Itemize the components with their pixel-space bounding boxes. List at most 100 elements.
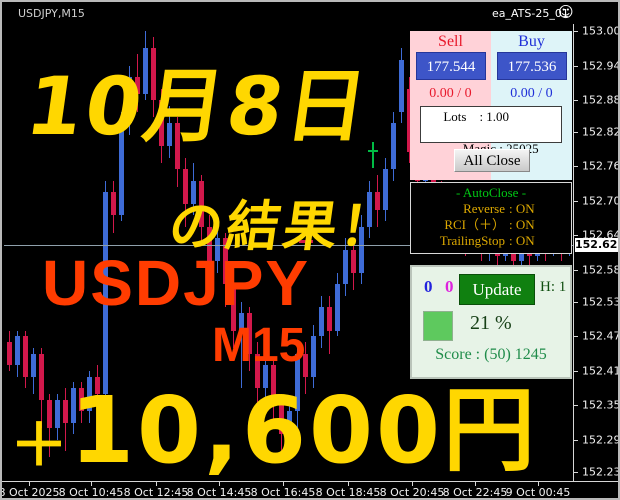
price-tick-label: 152.470 [582,329,620,343]
price-tick-label: 152.940 [582,59,620,73]
price-tick-label: 152.880 [582,93,620,107]
candle-body [47,400,52,428]
autoclose-label: RCI（＋） [444,217,505,232]
price-tick [574,302,578,303]
price-tick [574,31,578,32]
candle-body [31,354,36,377]
price-tick-label: 152.410 [582,364,620,378]
lots-line: Lots : 1.00 [443,109,510,124]
time-tick-label: 8 Oct 10:45 [58,486,124,499]
current-price-tag: 152.628 [575,238,618,252]
update-button[interactable]: Update [459,274,535,305]
autoclose-row-reverse: Reverse : ON [411,201,571,217]
price-tick [574,235,578,236]
price-tick [574,371,578,372]
autoclose-value: : ON [509,201,535,216]
price-tick-label: 152.765 [582,159,620,173]
price-tick-label: 152.585 [582,263,620,277]
time-tick [219,482,220,486]
candle-body [239,313,244,331]
candle-body [103,192,108,394]
bid-price-line [4,245,573,246]
time-axis-line [2,481,618,482]
candle-body [167,123,172,146]
candle-body [95,377,100,394]
autoclose-value: : ON [509,217,535,232]
candle-body [143,48,148,94]
time-tick-label: 8 Oct 20:45 [379,486,445,499]
price-tick-label: 152.235 [582,465,620,479]
price-tick [574,405,578,406]
candle-body [207,227,212,261]
time-tick [412,482,413,486]
sell-stats: 0.00 / 0 [429,86,472,101]
candle-body [327,307,332,331]
candle-body [335,284,340,331]
ea-name-label: ea_ATS-25_01 [492,7,569,20]
candle-body [111,192,116,215]
price-tick-label: 152.530 [582,295,620,309]
candle-body [15,336,20,365]
autoclose-label: TrailingStop [439,233,505,248]
candle-body [79,388,84,411]
time-tick [348,482,349,486]
trade-entry-cross-icon [372,142,374,168]
candle-body [287,411,292,434]
buy-label: Buy [518,33,545,50]
count-blue: 0 [424,277,433,296]
candle-body [391,123,396,169]
candle-body [135,77,140,94]
time-tick [538,482,539,486]
candle-body [271,365,276,405]
candle-body [279,405,284,434]
price-tick [574,166,578,167]
candle-body [191,181,196,204]
candle-body [255,354,260,388]
buy-price-button[interactable]: 177.536 [497,52,567,80]
candle-body [71,388,76,423]
price-tick [574,270,578,271]
time-tick-label: 8 Oct 18:45 [315,486,381,499]
candle-body [231,284,236,331]
sell-label: Sell [438,33,463,50]
candle-body [295,354,300,411]
autoclose-panel: - AutoClose - Reverse : ON RCI（＋） : ON T… [410,182,572,254]
candle-body [39,354,44,400]
candle-body [303,354,308,377]
time-tick [475,482,476,486]
sell-price-button[interactable]: 177.544 [416,52,486,80]
candle-body [351,250,356,273]
candle-body [367,192,372,227]
price-tick-label: 152.825 [582,125,620,139]
lots-magic-box: Lots : 1.00 Magic : 25025 [420,106,562,156]
candle-body [359,227,364,273]
time-tick [156,482,157,486]
overlay-date-headline: 10月8日 [20,60,376,153]
price-tick-label: 153.000 [582,24,620,38]
candle-body [343,250,348,284]
price-axis-line [573,24,574,481]
autoclose-row-trailingstop: TrailingStop : ON [411,233,571,249]
trade-panel: Sell Buy 177.544 177.536 0.00 / 0 0.00 /… [410,31,572,180]
time-tick-label: 8 Oct 22:45 [442,486,508,499]
candle-body [263,365,268,388]
candle-body [375,192,380,210]
update-panel: 0 0 Update H: 1 21 % Score : (50) 1245 [410,265,572,379]
all-close-button[interactable]: All Close [454,149,530,172]
overlay-symbol-text: USDJPY [42,247,311,319]
autoclose-label: Reverse [463,201,505,216]
time-tick [283,482,284,486]
candle-body [7,342,12,365]
candle-body [119,123,124,215]
h-count-label: H: 1 [540,279,567,295]
ea-smiley-icon[interactable]: ☺ [558,3,574,21]
price-tick [574,336,578,337]
price-tick-label: 152.290 [582,433,620,447]
candle-body [63,400,68,423]
time-tick [29,482,30,486]
price-tick [574,472,578,473]
price-tick [574,100,578,101]
profit-amount: 10,600円 [70,377,539,484]
open-price-dash [299,240,313,243]
